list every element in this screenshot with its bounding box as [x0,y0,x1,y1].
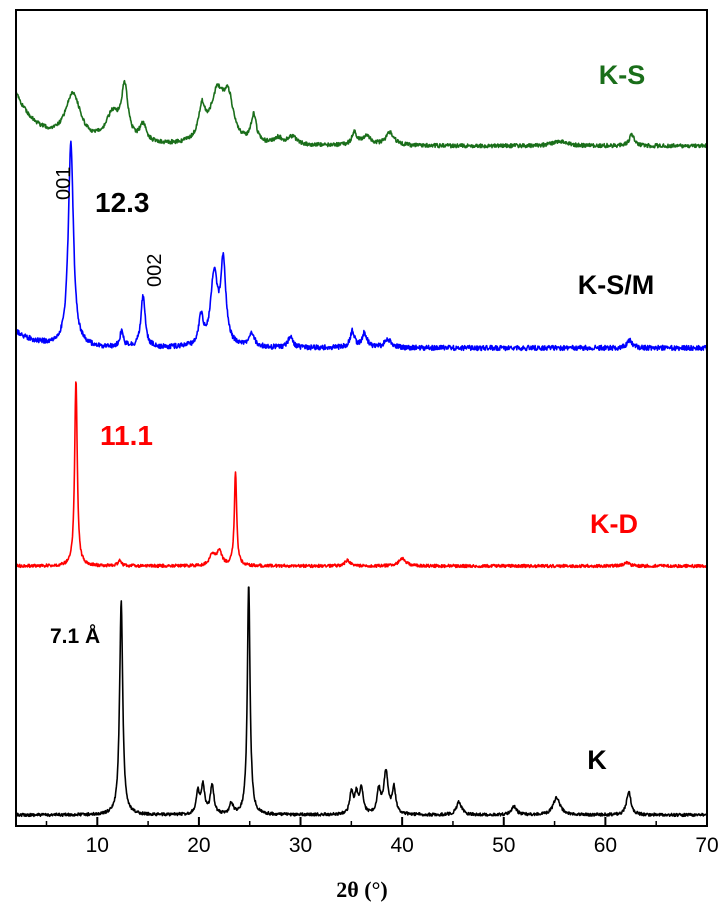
annotation-kd-spacing: 11.1 [100,420,153,451]
x-tick-label: 20 [187,834,210,857]
annotation-ksm-spacing: 12.3 [95,187,150,218]
series-line-k-s [15,79,708,149]
series-label-k-s: K-S [599,60,646,90]
x-tick-label: 30 [289,834,312,857]
series-line-k-d [15,381,708,569]
annotation-peak-001: 001 [53,167,75,200]
series-label-k-d: K-D [590,509,638,539]
plot-frame [15,9,708,827]
x-axis-label: 2θ (°) [336,877,387,902]
x-tick-label: 50 [492,834,515,857]
series-layer [15,79,708,818]
annotation-k-spacing: 7.1 Å [50,624,100,648]
x-axis: 10 20 30 40 50 60 70 [45,817,719,857]
series-line-k-s-m [15,140,708,352]
x-tick-label: 10 [86,834,109,857]
x-tick-label: 40 [390,834,413,857]
x-tick-label: 70 [695,834,718,857]
x-tick-label: 60 [594,834,617,857]
series-label-k-s-m: K-S/M [578,270,655,300]
series-line-k [15,586,708,818]
annotation-peak-002: 002 [144,254,166,287]
series-label-k: K [587,745,607,775]
